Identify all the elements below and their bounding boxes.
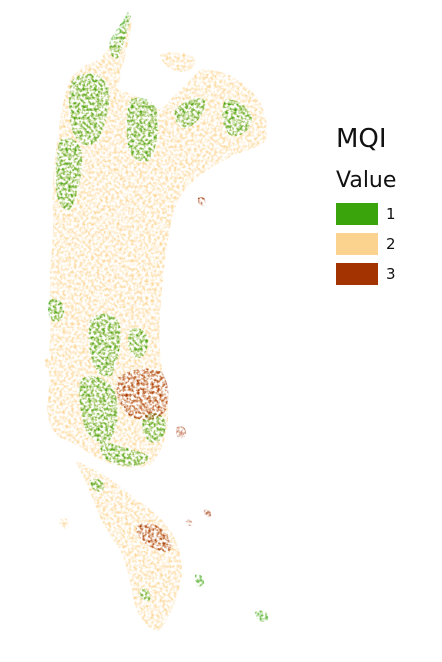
- legend-label-3: 3: [386, 265, 396, 283]
- region-class-1: [47, 12, 269, 622]
- legend-label-2: 2: [386, 235, 396, 253]
- legend-swatch-1: [336, 203, 378, 225]
- legend-title: MQI: [336, 124, 387, 154]
- region-class-3: [116, 196, 212, 552]
- legend-item-2: 2: [336, 233, 436, 255]
- legend-item-3: 3: [336, 263, 436, 285]
- legend-swatch-2: [336, 233, 378, 255]
- legend-label-1: 1: [386, 205, 396, 223]
- legend-subtitle: Value: [336, 168, 397, 193]
- legend-item-1: 1: [336, 203, 436, 225]
- legend-swatch-3: [336, 263, 378, 285]
